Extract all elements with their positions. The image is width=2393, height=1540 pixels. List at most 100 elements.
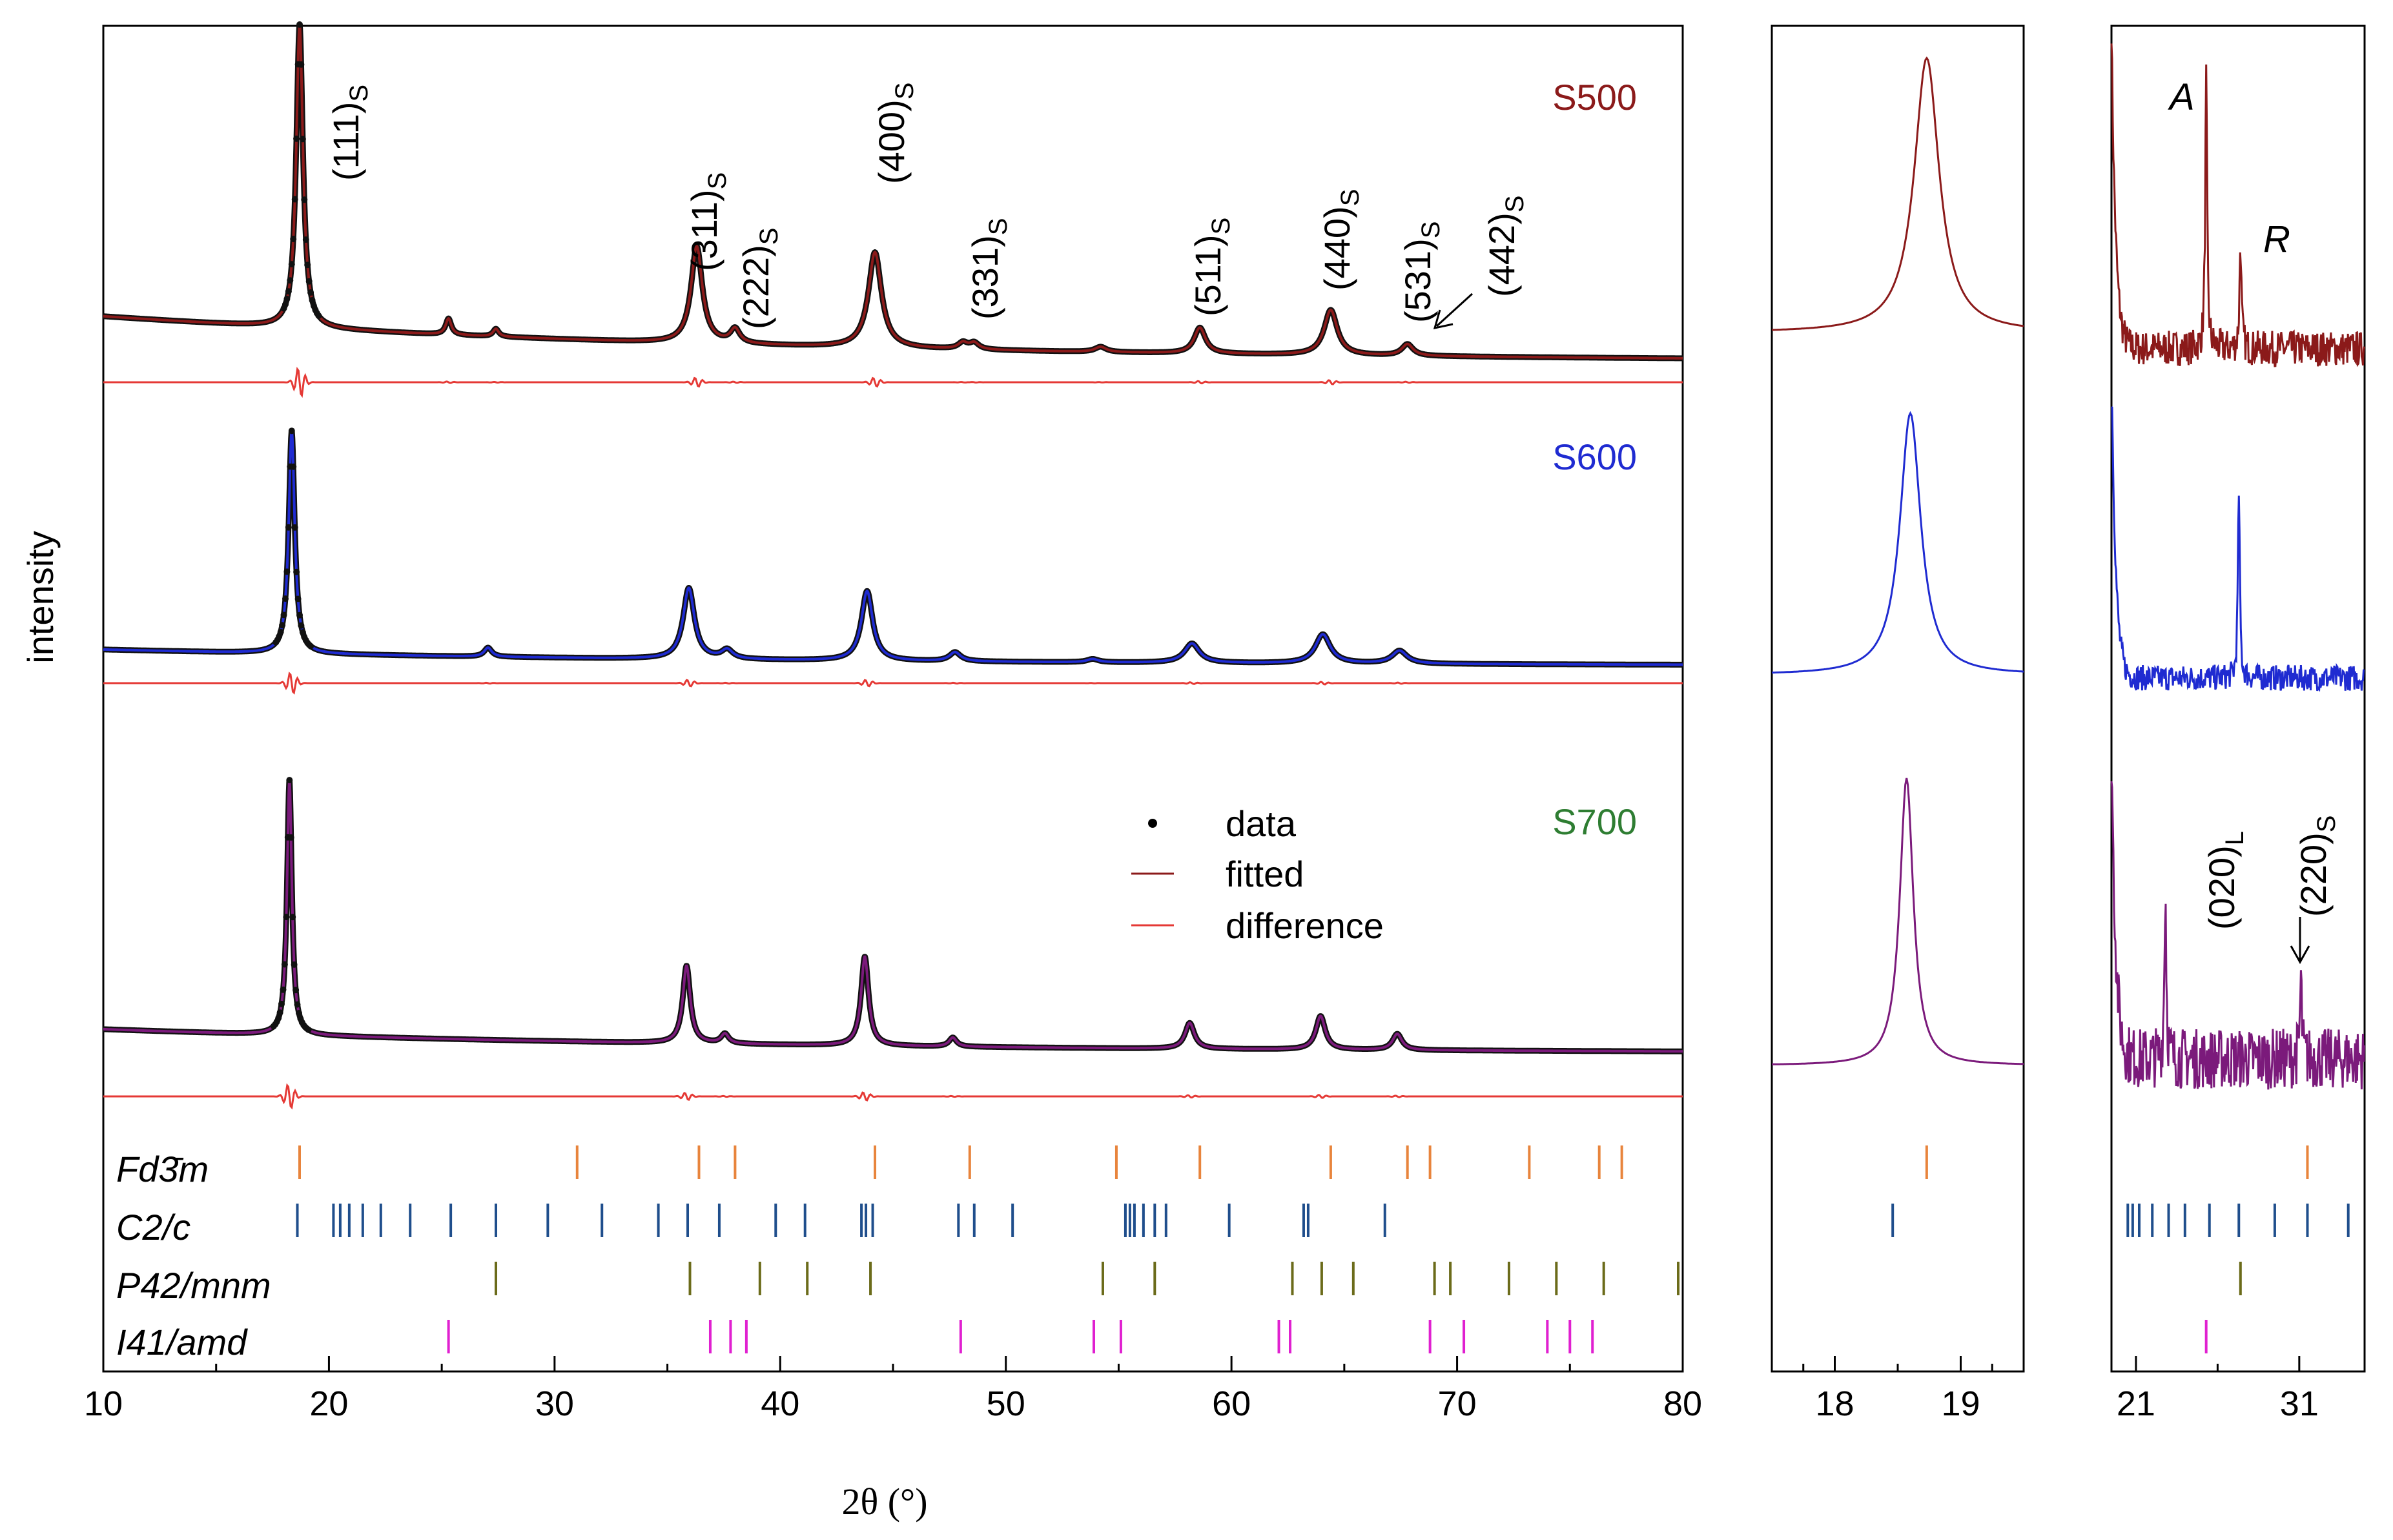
zoom2-label-r: R <box>2263 218 2290 260</box>
data-point <box>299 136 306 143</box>
difference-curve-s600 <box>103 672 1683 695</box>
zoom2-panel-frame <box>2110 25 2366 1373</box>
zoom2-curve-s700 <box>2110 781 2365 1090</box>
main-x-tick-label: 20 <box>309 1384 348 1423</box>
legend-difference-label: difference <box>1226 905 1384 946</box>
data-point <box>298 622 305 629</box>
data-points-trace-s500 <box>101 21 1685 362</box>
data-point <box>287 834 294 841</box>
legend: data fitted difference <box>1131 803 1384 946</box>
main-x-tick-label: 10 <box>84 1384 123 1423</box>
main-x-tick-label: 70 <box>1438 1384 1477 1423</box>
data-point <box>305 1026 312 1033</box>
legend-data-marker <box>1148 819 1157 828</box>
y-axis-label: intensity <box>20 531 61 663</box>
peak-label-442: (442)S <box>1481 196 1529 297</box>
data-point <box>288 427 295 435</box>
data-point <box>291 196 298 203</box>
data-point <box>282 595 289 602</box>
data-point <box>304 262 311 269</box>
data-point <box>307 289 314 296</box>
fitted-curve-s700 <box>103 780 1683 1053</box>
zoom2-x-tick-label: 31 <box>2280 1384 2319 1423</box>
phase-reflection-ticks <box>296 1145 2350 1353</box>
x-axis-label: 2θ (°) <box>841 1481 927 1523</box>
peak-label-331: (331)S <box>965 218 1012 320</box>
main-x-tick-label: 30 <box>535 1384 574 1423</box>
data-point <box>291 961 298 968</box>
zoom1-panel-frame <box>1771 25 2025 1373</box>
data-point <box>296 611 303 619</box>
main-x-tick-label: 80 <box>1663 1384 1702 1423</box>
data-point <box>279 622 286 629</box>
data-point <box>305 278 313 285</box>
data-point <box>280 986 287 993</box>
phase-label-p42mnm: P42/mnm <box>116 1265 271 1306</box>
fitted-curve-s600 <box>103 430 1683 666</box>
data-point <box>283 914 290 921</box>
pattern-curves <box>101 21 2365 1110</box>
main-panel-frame <box>102 25 1684 1373</box>
data-point <box>290 463 297 470</box>
peak-label-311: (311)S <box>684 172 732 271</box>
zoom2-x-tick-label: 21 <box>2117 1384 2155 1423</box>
data-point <box>315 312 322 319</box>
sample-label-s600: S600 <box>1552 436 1637 477</box>
data-point <box>283 568 291 575</box>
axis-ticks: 10 20 30 40 50 60 70 80 18 19 21 31 <box>84 1356 2319 1423</box>
data-point <box>291 524 298 531</box>
zoom2-label-220: (220)S <box>2293 816 2341 917</box>
phase-label-fd3m: Fd3̄m <box>116 1149 209 1189</box>
zoom1-x-tick-label: 18 <box>1815 1384 1854 1423</box>
zoom2-curve-s600 <box>2110 406 2365 692</box>
data-point <box>298 61 305 68</box>
data-point <box>276 1009 283 1016</box>
peak-label-511: (511)S <box>1187 218 1235 316</box>
phase-label-i41amd: I41/amd <box>116 1322 248 1362</box>
data-point <box>288 261 295 268</box>
main-x-tick-label: 60 <box>1212 1384 1251 1423</box>
zoom2-label-020: (020)L <box>2201 831 2249 930</box>
peak-label-111: (111)S <box>325 85 373 181</box>
sample-label-s700: S700 <box>1552 801 1637 842</box>
data-point <box>275 1014 282 1022</box>
arrow-220 <box>2290 917 2310 965</box>
data-points-trace-s700 <box>101 778 1685 1054</box>
zoom2-label-a: A <box>2168 76 2195 118</box>
data-point <box>294 595 302 602</box>
legend-fitted-label: fitted <box>1226 854 1304 894</box>
data-point <box>307 642 314 650</box>
data-point <box>281 961 288 968</box>
difference-curve-s700 <box>103 1083 1683 1110</box>
data-point <box>282 301 289 308</box>
data-point <box>293 568 300 575</box>
data-point <box>278 1000 285 1007</box>
zoom1-curve-s700 <box>1771 777 2024 1065</box>
data-point <box>296 21 303 28</box>
data-point <box>283 296 291 302</box>
data-point <box>293 135 300 142</box>
data-points-trace-s600 <box>101 429 1685 668</box>
data-point <box>289 914 296 921</box>
data-point <box>287 277 294 284</box>
zoom2-curve-s500 <box>2110 43 2365 367</box>
data-point <box>286 777 293 784</box>
main-x-tick-label: 40 <box>761 1384 799 1423</box>
peak-label-531: (531)S <box>1397 221 1445 323</box>
main-x-tick-label: 50 <box>987 1384 1025 1423</box>
sample-label-s500: S500 <box>1552 77 1637 118</box>
data-point <box>294 1001 301 1008</box>
data-point <box>293 987 300 994</box>
fitted-curve-s500 <box>103 24 1683 360</box>
difference-curve-s500 <box>103 366 1683 398</box>
data-point <box>296 1010 302 1016</box>
zoom1-curve-s500 <box>1771 56 2024 331</box>
zoom1-curve-s600 <box>1771 411 2024 674</box>
data-point <box>309 297 316 303</box>
peak-label-400: (400)S <box>871 83 919 184</box>
legend-data-label: data <box>1226 803 1297 844</box>
data-point <box>285 288 292 295</box>
data-point <box>302 236 309 243</box>
phase-label-c2c: C2/c <box>116 1207 190 1247</box>
